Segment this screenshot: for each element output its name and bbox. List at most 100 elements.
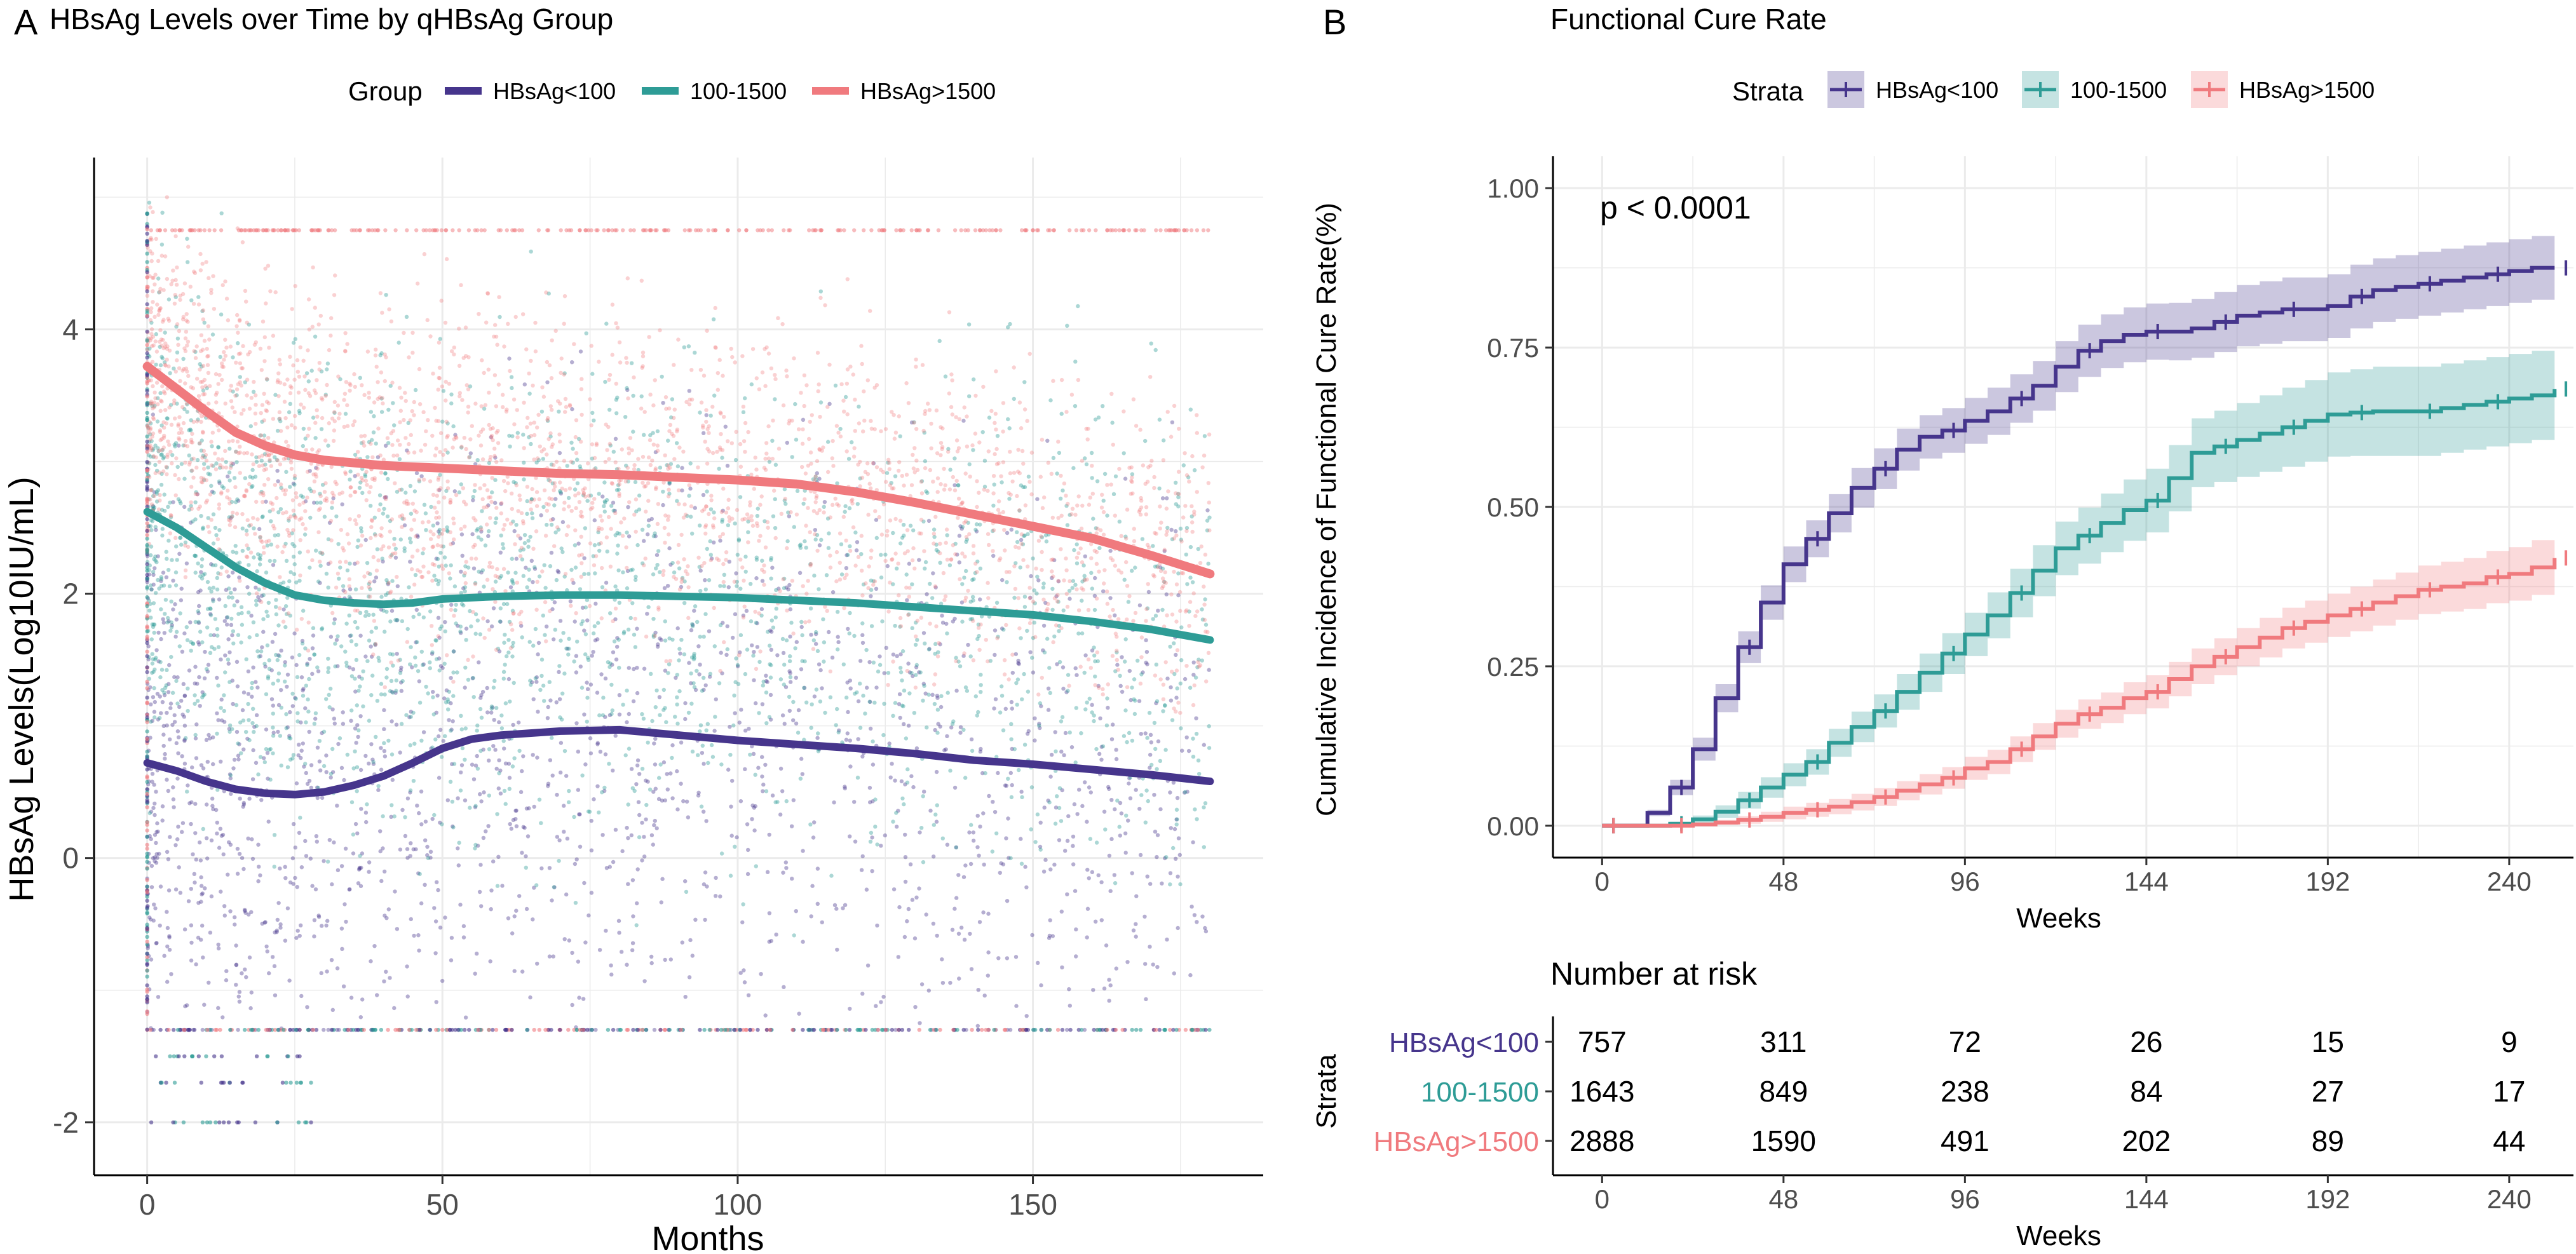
scatter-point bbox=[199, 448, 204, 453]
scatter-point bbox=[371, 430, 376, 435]
scatter-point bbox=[205, 625, 210, 630]
scatter-point bbox=[659, 638, 663, 642]
scatter-point bbox=[424, 684, 428, 689]
scatter-point bbox=[641, 354, 646, 359]
scatter-point bbox=[196, 621, 201, 625]
scatter-point bbox=[1163, 703, 1167, 708]
scatter-point bbox=[438, 664, 444, 668]
scatter-point bbox=[1050, 586, 1055, 591]
scatter-point bbox=[840, 740, 844, 745]
scatter-point bbox=[496, 441, 501, 445]
scatter-point bbox=[978, 597, 982, 602]
scatter-point bbox=[473, 804, 478, 808]
scatter-point bbox=[1125, 617, 1129, 622]
scatter-point bbox=[911, 785, 916, 790]
scatter-point bbox=[1000, 480, 1004, 485]
scatter-point bbox=[471, 695, 476, 699]
scatter-point bbox=[272, 833, 277, 837]
scatter-point bbox=[1039, 704, 1043, 708]
scatter-point bbox=[1113, 807, 1117, 812]
scatter-point bbox=[970, 577, 975, 583]
scatter-point bbox=[492, 373, 498, 377]
scatter-point bbox=[1068, 513, 1072, 517]
scatter-point bbox=[371, 762, 376, 766]
scatter-point bbox=[544, 639, 548, 644]
scatter-point bbox=[388, 689, 393, 694]
scatter-point bbox=[158, 694, 162, 699]
scatter-point bbox=[1202, 584, 1206, 589]
scatter-point bbox=[264, 944, 269, 949]
scatter-point bbox=[604, 866, 609, 870]
scatter-point bbox=[954, 845, 959, 850]
scatter-point bbox=[616, 483, 621, 487]
scatter-point bbox=[209, 483, 214, 488]
scatter-point bbox=[882, 671, 886, 675]
scatter-point bbox=[1071, 862, 1076, 866]
scatter-point bbox=[269, 697, 275, 701]
scatter-point bbox=[326, 443, 330, 448]
scatter-point bbox=[1139, 672, 1144, 677]
scatter-point bbox=[1200, 617, 1205, 622]
scatter-point bbox=[165, 849, 170, 854]
scatter-point bbox=[628, 616, 633, 621]
scatter-point bbox=[576, 750, 581, 754]
scatter-point bbox=[869, 726, 873, 731]
scatter-point bbox=[355, 703, 359, 708]
scatter-point bbox=[479, 799, 484, 804]
scatter-point bbox=[304, 771, 308, 776]
scatter-point bbox=[349, 633, 353, 638]
scatter-point bbox=[940, 836, 946, 841]
scatter-point bbox=[395, 453, 400, 458]
scatter-point bbox=[729, 833, 734, 838]
scatter-point bbox=[386, 582, 390, 586]
scatter-point bbox=[592, 624, 597, 628]
scatter-point bbox=[470, 676, 475, 680]
scatter-point bbox=[228, 388, 233, 393]
scatter-point bbox=[330, 416, 335, 421]
scatter-point bbox=[546, 436, 551, 442]
scatter-point bbox=[1087, 785, 1092, 790]
scatter-point bbox=[231, 570, 235, 575]
scatter-point bbox=[848, 678, 853, 683]
scatter-point bbox=[965, 689, 970, 693]
scatter-point bbox=[479, 527, 484, 532]
scatter-point bbox=[174, 456, 179, 461]
scatter-point bbox=[1101, 532, 1106, 537]
scatter-point bbox=[600, 494, 605, 499]
scatter-point bbox=[216, 946, 221, 951]
scatter-point bbox=[207, 586, 212, 591]
scatter-point bbox=[1119, 811, 1124, 816]
scatter-point bbox=[418, 569, 423, 574]
scatter-point bbox=[1172, 403, 1177, 408]
scatter-point bbox=[539, 657, 545, 662]
scatter-point bbox=[481, 835, 486, 840]
scatter-point bbox=[667, 546, 672, 551]
scatter-point bbox=[738, 495, 743, 499]
scatter-point bbox=[922, 790, 926, 794]
scatter-point bbox=[738, 799, 743, 804]
scatter-point bbox=[189, 940, 194, 945]
scatter-point bbox=[259, 798, 264, 802]
scatter-point bbox=[230, 595, 234, 600]
scatter-point bbox=[520, 519, 525, 523]
scatter-point bbox=[987, 793, 991, 799]
scatter-point bbox=[882, 701, 886, 706]
scatter-point bbox=[975, 1023, 980, 1028]
scatter-point bbox=[163, 598, 168, 602]
scatter-point bbox=[252, 342, 257, 347]
scatter-point bbox=[210, 804, 215, 808]
scatter-point bbox=[271, 734, 276, 738]
scatter-point bbox=[1100, 492, 1104, 497]
scatter-point bbox=[813, 537, 818, 542]
scatter-point bbox=[642, 854, 647, 859]
scatter-point bbox=[285, 765, 290, 769]
scatter-point bbox=[753, 804, 758, 809]
scatter-point bbox=[613, 606, 618, 611]
scatter-point bbox=[683, 879, 688, 884]
scatter-point bbox=[417, 811, 421, 816]
scatter-point bbox=[1068, 579, 1072, 584]
scatter-point bbox=[193, 802, 198, 806]
scatter-point bbox=[489, 435, 493, 440]
scatter-point bbox=[876, 669, 881, 674]
scatter-point bbox=[1004, 783, 1009, 788]
